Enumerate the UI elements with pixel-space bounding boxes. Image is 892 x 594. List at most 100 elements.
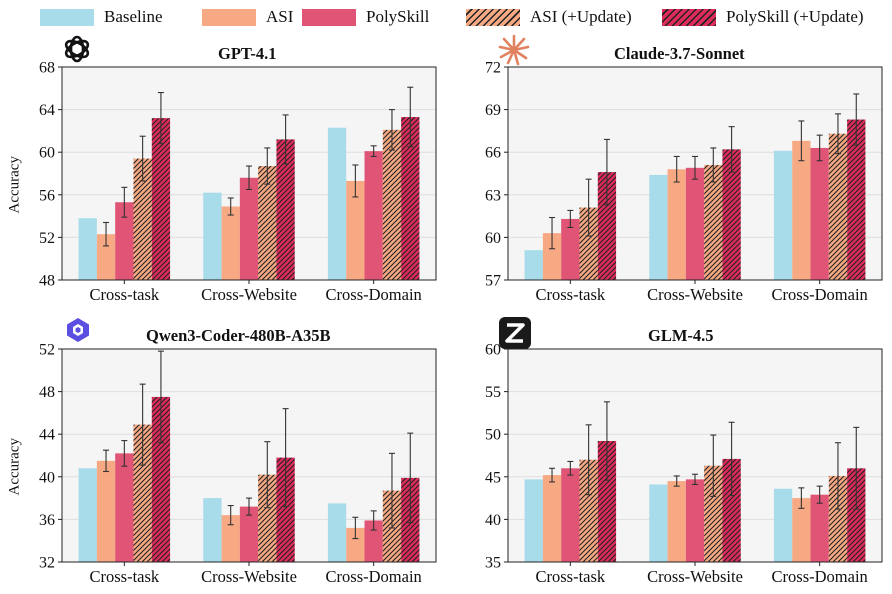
legend-swatch-polyskill	[302, 8, 356, 26]
bar-baseline-cross-website	[203, 192, 222, 280]
plot-area: 57 60 63 66 69 72 Cross-task Cross-Website Cross…	[485, 60, 883, 304]
bar-asi-update-cross-task	[579, 459, 598, 562]
legend-swatch-asi	[202, 8, 256, 26]
y-tick-label: 40	[485, 512, 501, 529]
bar-polyskill-update-cross-website	[722, 458, 741, 562]
legend-label-polyskill-update: PolySkill (+Update)	[726, 7, 864, 26]
plot-frame	[507, 348, 883, 563]
x-tick-label: Cross-Website	[647, 285, 743, 304]
bar-polyskill-update-cross-website	[276, 139, 295, 280]
bar-baseline-cross-domain	[327, 127, 347, 280]
bar-polyskill-cross-website	[239, 177, 259, 280]
bar-polyskill-cross-domain	[364, 151, 383, 280]
x-tick-label: Cross-Domain	[772, 285, 868, 304]
plot-frame	[61, 348, 437, 563]
chart-panel-glm: GLM-4.5 35 40 45 50 55 60 Cross-task Cross-Webs…	[446, 314, 892, 594]
bar-group-cross-domain	[773, 426, 866, 562]
chart-panel-claude: Claude-3.7-Sonnet 57 60 63 66 69 72 Cross-task…	[446, 32, 892, 312]
bar-polyskill-cross-domain	[810, 147, 829, 280]
y-tick-label: 48	[39, 384, 55, 401]
bar-polyskill-cross-domain	[810, 494, 829, 562]
y-tick-label: 64	[39, 102, 55, 119]
bar-asi-update-cross-website	[704, 465, 723, 562]
legend-item-polyskill-update: PolySkill (+Update)	[662, 7, 864, 27]
y-tick-label: 66	[485, 145, 501, 162]
x-tick-label: Cross-Domain	[772, 567, 868, 586]
bar-asi-cross-domain	[792, 140, 811, 280]
bar-baseline-cross-task	[524, 479, 543, 562]
chart-panel-gpt41: GPT-4.1 Accuracy 48 52 56 60 64 68 Cross-task C…	[0, 32, 446, 312]
bar-group-cross-task	[78, 350, 171, 562]
bar-asi-update-cross-task	[579, 207, 598, 280]
y-tick-label: 32	[39, 555, 55, 572]
plot-area: 32 36 40 44 48 52 Cross-task Cross-Website Cross…	[39, 342, 437, 586]
bar-group-cross-domain	[773, 93, 866, 280]
bar-asi-cross-website	[667, 481, 686, 562]
bar-asi-cross-website	[667, 169, 686, 280]
y-tick-label: 56	[39, 187, 55, 204]
bar-group-cross-domain	[327, 432, 420, 562]
x-tick-label: Cross-task	[89, 567, 159, 586]
bar-asi-cross-domain	[792, 498, 811, 562]
bar-baseline-cross-domain	[327, 503, 347, 562]
y-tick-label: 45	[485, 469, 501, 486]
bar-asi-update-cross-task	[133, 158, 152, 280]
bar-polyskill-update-cross-domain	[847, 468, 866, 562]
x-tick-label: Cross-Website	[201, 567, 297, 586]
y-tick-label: 36	[39, 512, 55, 529]
y-tick-label: 52	[39, 230, 55, 247]
y-tick-label: 35	[485, 555, 501, 572]
bar-polyskill-cross-website	[239, 506, 259, 562]
y-tick-label: 69	[485, 102, 501, 119]
bar-asi-cross-task	[96, 460, 116, 562]
bar-asi-cross-website	[221, 206, 240, 280]
bar-polyskill-update-cross-website	[722, 149, 741, 280]
plot-frame	[507, 66, 883, 281]
legend-label-polyskill: PolySkill	[366, 7, 430, 26]
y-tick-label: 60	[485, 342, 501, 359]
y-tick-label: 60	[485, 230, 501, 247]
legend-item-asi: ASI	[202, 7, 293, 27]
x-tick-label: Cross-task	[535, 285, 605, 304]
bar-polyskill-update-cross-task	[597, 172, 617, 280]
bar-asi-update-cross-task	[133, 424, 152, 562]
bar-group-cross-website	[203, 114, 295, 280]
x-tick-label: Cross-Website	[201, 285, 297, 304]
x-tick-label: Cross-Website	[647, 567, 743, 586]
x-tick-label: Cross-task	[535, 567, 605, 586]
y-tick-label: 60	[39, 145, 55, 162]
bar-polyskill-update-cross-website	[276, 457, 295, 562]
y-tick-label: 63	[485, 187, 501, 204]
bar-baseline-cross-task	[524, 250, 543, 280]
bar-asi-update-cross-domain	[828, 475, 848, 562]
x-tick-label: Cross-Domain	[326, 285, 422, 304]
bar-polyskill-update-cross-domain	[847, 119, 866, 280]
bar-group-cross-domain	[327, 86, 420, 281]
y-tick-label: 55	[485, 384, 501, 401]
chart-title: Qwen3-Coder-480B-A35B	[146, 326, 331, 345]
bar-polyskill-update-cross-task	[597, 441, 617, 562]
legend-swatch-baseline	[40, 8, 94, 26]
bar-polyskill-cross-task	[561, 468, 580, 562]
bar-asi-cross-domain	[346, 527, 365, 562]
bar-baseline-cross-website	[649, 174, 668, 280]
bar-asi-update-cross-website	[704, 164, 723, 280]
bar-polyskill-cross-website	[685, 479, 705, 562]
bar-polyskill-update-cross-domain	[401, 117, 420, 281]
bar-asi-update-cross-website	[258, 474, 277, 562]
plot-frame	[61, 66, 437, 281]
x-tick-label: Cross-task	[89, 285, 159, 304]
bar-polyskill-update-cross-task	[151, 118, 171, 281]
y-tick-label: 50	[485, 427, 501, 444]
plot-area: 35 40 45 50 55 60 Cross-task Cross-Website Cross…	[485, 342, 883, 586]
bar-asi-update-cross-domain	[382, 129, 402, 280]
bar-group-cross-task	[524, 138, 617, 280]
bar-baseline-cross-website	[203, 498, 222, 562]
chart-panel-qwen: Qwen3-Coder-480B-A35B Accuracy 32 36 40 44 4…	[0, 314, 446, 594]
legend-swatch-asi-update	[466, 8, 520, 26]
chart-legend: Baseline ASI PolySkill ASI (+Update) Pol…	[0, 0, 892, 34]
x-tick-label: Cross-Domain	[326, 567, 422, 586]
y-tick-label: 72	[485, 60, 501, 77]
bar-polyskill-cross-task	[115, 202, 134, 280]
plot-area: 48 52 56 60 64 68 Cross-task Cross-Website Cross…	[39, 60, 437, 304]
